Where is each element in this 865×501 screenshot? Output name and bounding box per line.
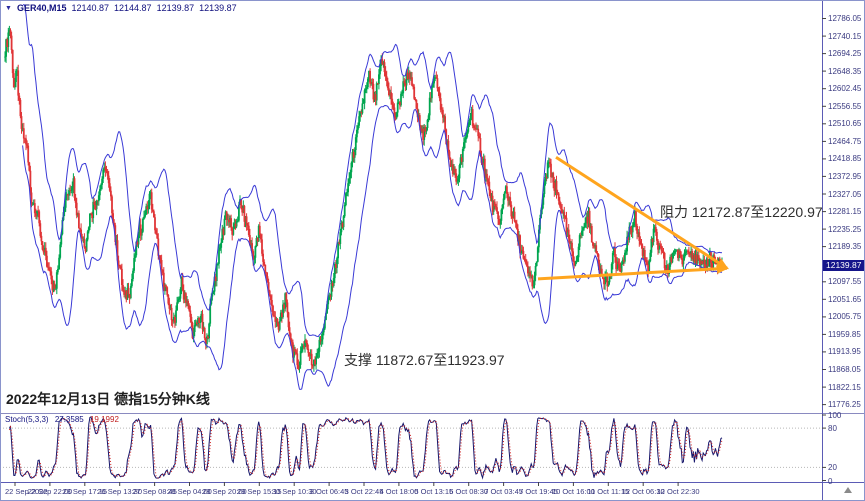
stochastic-main-value: 27.3585 bbox=[54, 415, 84, 424]
price-axis-label: 12051.65 bbox=[828, 294, 862, 304]
time-axis-label: 4 Oct 18:00 bbox=[379, 487, 419, 496]
indicator-axis-label: 20 bbox=[828, 463, 837, 473]
time-axis-label: 3 Oct 06:45 bbox=[309, 487, 349, 496]
time-axis-label: 11 Oct 11:15 bbox=[587, 487, 630, 496]
price-axis-label: 12556.55 bbox=[828, 101, 862, 111]
resistance-annotation[interactable]: 阻力 12172.87至12220.97 bbox=[660, 204, 823, 220]
lower-band-line bbox=[22, 104, 723, 390]
price-axis-label: 11776.25 bbox=[828, 400, 861, 410]
time-axis-label: 7 Oct 19:45 bbox=[519, 487, 558, 496]
time-axis-label: 7 Oct 03:45 bbox=[484, 487, 523, 496]
price-axis-label: 12372.95 bbox=[828, 171, 862, 181]
ohlc-close: 12139.87 bbox=[199, 3, 237, 13]
time-axis-label: 26 Sep 13:30 bbox=[97, 487, 142, 496]
price-axis-label: 12281.15 bbox=[828, 207, 862, 217]
price-axis-label: 12740.15 bbox=[828, 31, 862, 41]
time-axis-label: 5 Oct 13:15 bbox=[414, 487, 454, 496]
ohlc-high: 12144.87 bbox=[114, 3, 152, 13]
trendline-upper-descending[interactable] bbox=[555, 156, 729, 270]
time-axis[interactable]: 22 Sep 2022 22 Sep 22:00 23 Sep 17:15 26 Se… bbox=[1, 485, 823, 500]
price-axis[interactable]: 12786.05 12740.15 12694.25 12648.35 12602.45… bbox=[823, 1, 864, 482]
stochastic-label: Stoch(5,3,3) 27.3585 19.1992 bbox=[5, 415, 119, 424]
time-axis-label: 29 Sep 15:15 bbox=[236, 487, 282, 496]
stochastic-name: Stoch(5,3,3) bbox=[5, 415, 49, 424]
indicator-axis-label: 100 bbox=[828, 411, 842, 420]
time-axis-label: 28 Sep 20:00 bbox=[202, 487, 247, 496]
price-axis-label: 12510.65 bbox=[828, 119, 862, 129]
price-axis-label: 12602.45 bbox=[828, 84, 862, 94]
current-price-tag: 12139.87 bbox=[823, 260, 864, 272]
time-axis-label: 12 Oct 06:30 bbox=[621, 487, 665, 496]
ohlc-low: 12139.87 bbox=[156, 3, 195, 13]
price-axis-label: 12005.75 bbox=[828, 312, 862, 322]
price-axis-label: 12786.05 bbox=[828, 14, 862, 23]
time-axis-label: 22 Sep 22:00 bbox=[27, 487, 73, 496]
time-axis-label: 12 Oct 22:30 bbox=[656, 487, 700, 496]
symbol-label: GER40,M15 bbox=[16, 3, 67, 13]
trendline-lower-ascending[interactable] bbox=[537, 263, 729, 281]
date-annotation[interactable]: 2022年12月13日 德指15分钟K线 bbox=[6, 391, 210, 407]
price-axis-label: 11959.85 bbox=[828, 329, 861, 339]
indicator-axis[interactable]: 100 80 20 0 bbox=[823, 411, 864, 486]
support-annotation[interactable]: 支撑 11872.67至11923.97 bbox=[344, 352, 505, 368]
stochastic-main-line bbox=[8, 416, 723, 480]
price-axis-label: 12418.85 bbox=[828, 154, 862, 164]
price-axis-label: 12648.35 bbox=[828, 66, 862, 76]
indicator-axis-label: 80 bbox=[828, 424, 837, 434]
time-axis-label: 28 Sep 04:00 bbox=[167, 487, 212, 496]
indicator-axis-label: 0 bbox=[828, 476, 833, 486]
price-axis-label: 11913.95 bbox=[828, 347, 861, 357]
ohlc-open: 12140.87 bbox=[71, 3, 110, 13]
price-axis-label: 12694.25 bbox=[828, 49, 862, 59]
up-candle-bodies bbox=[4, 30, 723, 369]
symbol-ohlc-bar: ▼ GER40,M15 12140.87 12144.87 12139.87 1… bbox=[5, 3, 237, 13]
time-axis-label: 23 Sep 17:15 bbox=[62, 487, 108, 496]
time-axis-label: 10 Oct 16:00 bbox=[551, 487, 595, 496]
stochastic-signal-line bbox=[8, 417, 723, 479]
time-axis-label: 3 Oct 22:45 bbox=[344, 487, 384, 496]
price-axis-label: 12189.35 bbox=[828, 242, 862, 252]
upper-band-line bbox=[22, 4, 723, 338]
time-axis-label: 27 Sep 08:45 bbox=[132, 487, 177, 496]
price-axis-label: 12327.05 bbox=[828, 189, 862, 199]
time-axis-label: 6 Oct 08:30 bbox=[449, 487, 489, 496]
price-axis-label: 12235.25 bbox=[828, 224, 862, 234]
down-candle-bodies bbox=[6, 30, 722, 369]
price-axis-label: 12464.75 bbox=[828, 136, 862, 146]
price-axis-label: 11822.15 bbox=[828, 382, 861, 392]
price-axis-label: 11868.05 bbox=[828, 365, 861, 374]
collapse-icon[interactable]: ▼ bbox=[5, 4, 12, 12]
time-axis-label: 30 Sep 10:30 bbox=[271, 487, 317, 496]
price-axis-label: 12097.55 bbox=[828, 277, 862, 287]
time-axis-label: 22 Sep 2022 bbox=[5, 487, 48, 496]
scroll-anchor-icon[interactable] bbox=[844, 487, 852, 493]
stochastic-signal-value: 19.1992 bbox=[89, 415, 119, 424]
